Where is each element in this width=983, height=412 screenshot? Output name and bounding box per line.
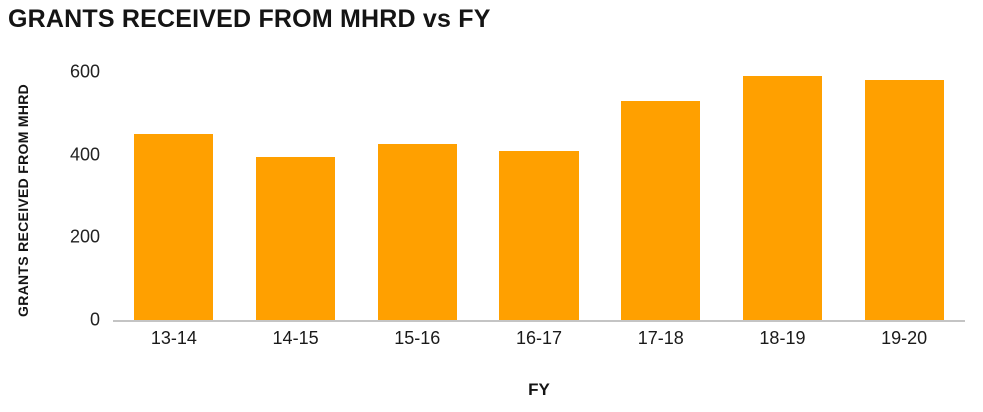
bar-slot bbox=[600, 72, 722, 320]
x-axis-tick-labels: 13-14 14-15 15-16 16-17 17-18 18-19 19-20 bbox=[113, 328, 965, 349]
x-tick-label: 18-19 bbox=[759, 328, 806, 348]
plot-area bbox=[113, 72, 965, 322]
x-tick-label: 13-14 bbox=[150, 328, 197, 348]
y-axis-title: GRANTS RECEIVED FROM MHRD bbox=[15, 83, 31, 317]
bar-slot bbox=[843, 72, 965, 320]
y-tick-label: 200 bbox=[69, 226, 100, 247]
x-tick-label: 16-17 bbox=[515, 328, 563, 348]
x-tick-label: 17-18 bbox=[637, 328, 684, 348]
y-tick-label: 400 bbox=[69, 144, 100, 165]
x-tick-label: 15-16 bbox=[394, 328, 441, 348]
bar-slot bbox=[722, 72, 844, 320]
x-tick-label: 19-20 bbox=[881, 328, 928, 348]
bar-slot bbox=[113, 72, 235, 320]
y-axis-tick-labels: 0 200 400 600 bbox=[44, 62, 106, 330]
bar-13-14 bbox=[134, 134, 214, 320]
bar-slot bbox=[356, 72, 478, 320]
bar-14-15 bbox=[256, 156, 336, 320]
bar-slot bbox=[235, 72, 357, 320]
x-tick-label: 14-15 bbox=[272, 328, 319, 348]
bar-16-17 bbox=[499, 150, 579, 320]
bar-19-20 bbox=[864, 80, 944, 320]
bar-15-16 bbox=[377, 144, 457, 320]
x-axis-title: FY bbox=[528, 380, 550, 399]
y-tick-label: 0 bbox=[89, 309, 100, 330]
bar-17-18 bbox=[621, 100, 701, 320]
bar-18-19 bbox=[742, 76, 822, 320]
chart-title: GRANTS RECEIVED FROM MHRD vs FY bbox=[8, 5, 491, 33]
bar-slot bbox=[478, 72, 600, 320]
y-tick-label: 600 bbox=[69, 61, 100, 82]
